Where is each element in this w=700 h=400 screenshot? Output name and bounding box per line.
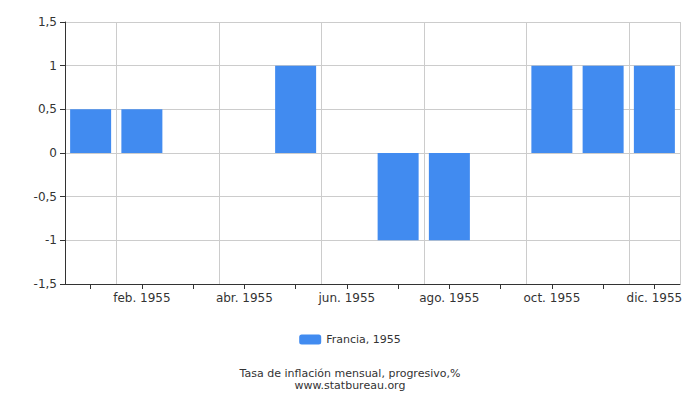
svg-text:jun. 1955: jun. 1955 [318, 291, 376, 305]
svg-text:ago. 1955: ago. 1955 [419, 291, 479, 305]
svg-text:-1,5: -1,5 [34, 277, 57, 291]
svg-text:0,5: 0,5 [38, 102, 57, 116]
svg-text:0: 0 [49, 146, 57, 160]
svg-text:oct. 1955: oct. 1955 [523, 291, 580, 305]
svg-text:Francia, 1955: Francia, 1955 [326, 333, 401, 346]
svg-text:abr. 1955: abr. 1955 [216, 291, 273, 305]
svg-text:Tasa de inflación mensual, pro: Tasa de inflación mensual, progresivo,% [239, 367, 461, 380]
svg-text:feb. 1955: feb. 1955 [113, 291, 170, 305]
svg-text:-1: -1 [45, 233, 57, 247]
svg-text:1: 1 [49, 59, 57, 73]
svg-text:-0,5: -0,5 [34, 190, 57, 204]
svg-text:1,5: 1,5 [38, 15, 57, 29]
svg-text:dic. 1955: dic. 1955 [627, 291, 683, 305]
svg-text:www.statbureau.org: www.statbureau.org [295, 379, 406, 392]
